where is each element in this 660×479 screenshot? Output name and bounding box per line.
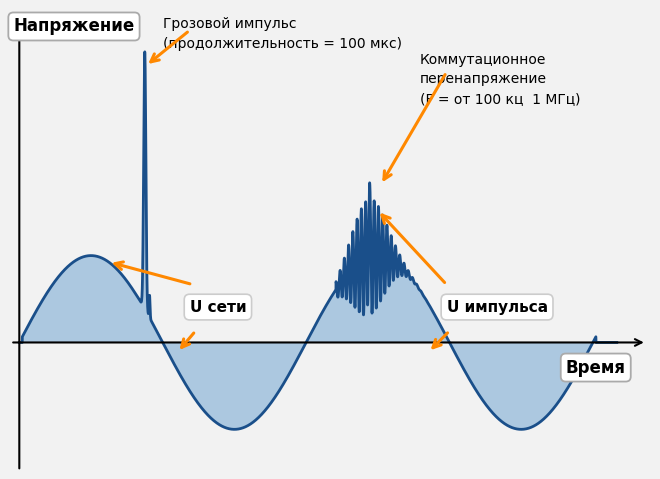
Text: U сети: U сети: [189, 299, 246, 315]
Text: U импульса: U импульса: [447, 299, 548, 315]
Text: Грозовой импульс
(продолжительность = 100 мкс): Грозовой импульс (продолжительность = 10…: [163, 17, 402, 51]
Text: Время: Время: [566, 359, 626, 376]
Text: Напряжение: Напряжение: [13, 17, 135, 35]
Text: Коммутационное
перенапряжение
(F = от 100 кц  1 МГц): Коммутационное перенапряжение (F = от 10…: [420, 53, 580, 106]
